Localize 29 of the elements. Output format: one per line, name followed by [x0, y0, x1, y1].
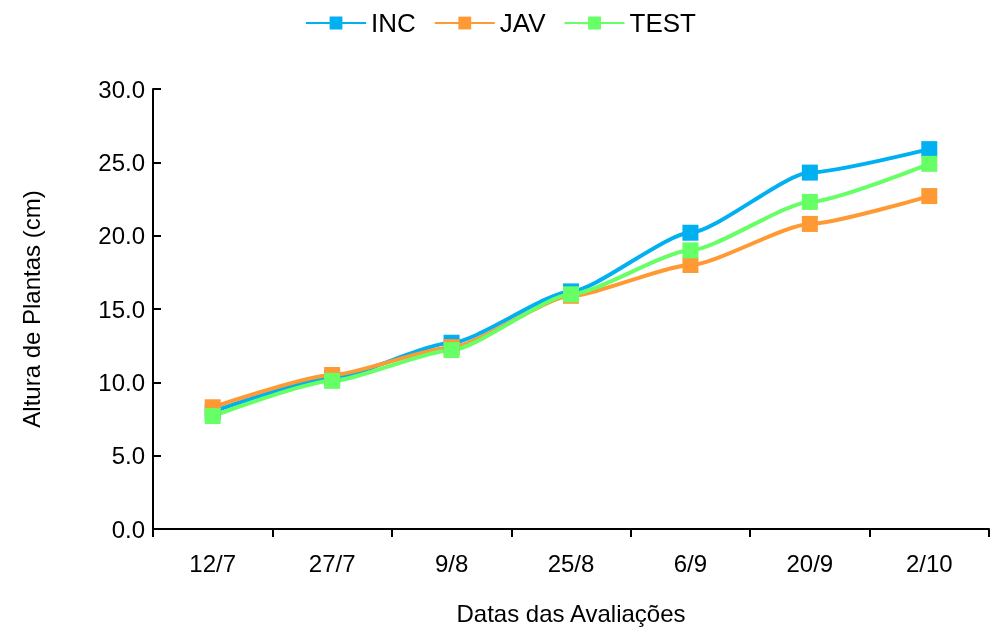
- y-tick-label: 10.0: [98, 368, 145, 396]
- point: [682, 224, 699, 241]
- legend-label: JAV: [499, 8, 547, 38]
- point: [801, 193, 818, 210]
- point: [204, 408, 221, 425]
- y-tick-label: 25.0: [98, 148, 145, 176]
- x-axis-title: Datas das Avaliações: [456, 599, 686, 627]
- x-tick-label: 6/9: [673, 549, 708, 577]
- legend-label: INC: [371, 8, 416, 38]
- x-tick-label: 20/9: [786, 549, 834, 577]
- y-tick-label: 30.0: [98, 75, 145, 103]
- y-tick-label: 5.0: [111, 442, 145, 470]
- point: [801, 164, 818, 181]
- x-tick-label: 25/8: [547, 549, 595, 577]
- x-tick-label: 9/8: [434, 549, 469, 577]
- y-tick-label: 15.0: [98, 295, 145, 323]
- y-axis-title: Altura de Plantas (cm): [17, 190, 45, 428]
- y-tick-label: 0.0: [111, 515, 145, 543]
- point: [921, 155, 938, 172]
- point: [921, 188, 938, 205]
- legend-label: TEST: [629, 8, 697, 38]
- x-tick-label: 27/7: [308, 549, 356, 577]
- point: [921, 141, 938, 158]
- point: [801, 215, 818, 232]
- x-tick-label: 12/7: [189, 549, 237, 577]
- x-tick-label: 2/10: [905, 549, 953, 577]
- y-tick-label: 20.0: [98, 222, 145, 250]
- point: [682, 242, 699, 259]
- point: [682, 257, 699, 273]
